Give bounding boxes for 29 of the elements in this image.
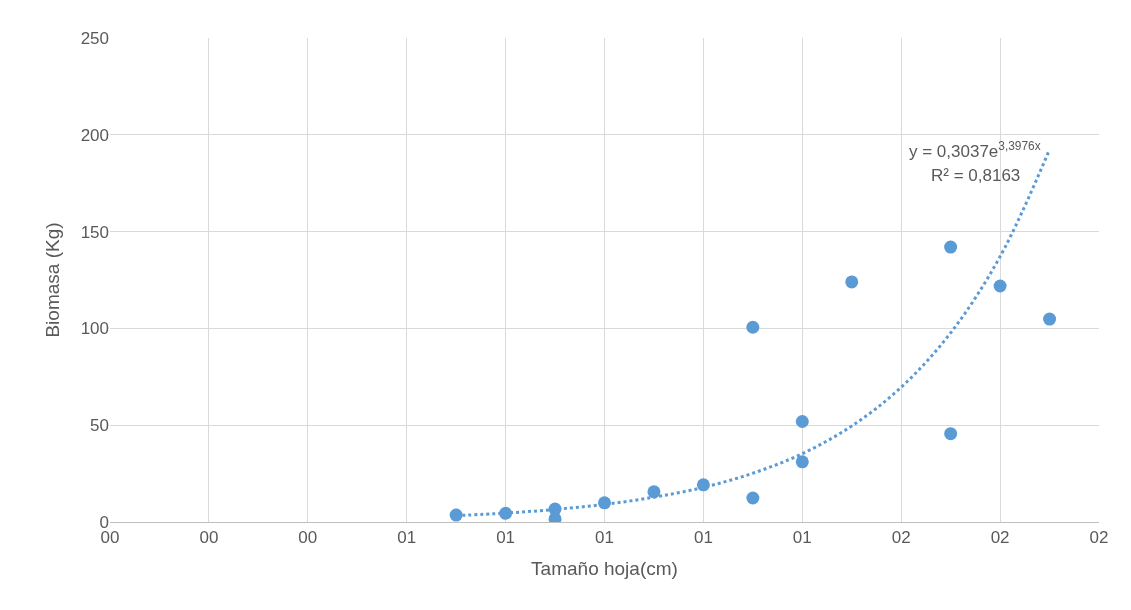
point (993, 279, 1007, 293)
annotation: R² = 0,8163 (931, 166, 1021, 185)
x-tick-label: 01 (496, 528, 516, 548)
y-tick-label: 50 (90, 416, 109, 436)
point (795, 415, 809, 429)
x-tick-label: 01 (397, 528, 417, 548)
y-tick-label: 100 (80, 319, 109, 339)
x-axis-title: Tamaño hoja(cm) (531, 558, 678, 580)
point (845, 275, 859, 289)
point (1043, 312, 1057, 326)
x-tick-label: 02 (1089, 528, 1109, 548)
x-tick-label: 01 (595, 528, 614, 548)
y-tick-label: 200 (80, 125, 109, 145)
point (944, 240, 958, 254)
point (795, 455, 809, 469)
point (944, 427, 958, 441)
point (746, 320, 760, 334)
point (647, 485, 661, 499)
x-tick-label: 00 (298, 528, 318, 548)
x-tick-label: 01 (693, 528, 713, 548)
x-tick-label: 00 (199, 528, 219, 548)
x-tick-label: 02 (891, 528, 911, 548)
y-axis-title: Biomasa (Kg) (42, 222, 64, 338)
x-tick-label: 02 (990, 528, 1010, 548)
annotation: y = 0,3037e$^{3,3976x}$ (909, 139, 1041, 162)
y-tick-label: 250 (80, 28, 109, 48)
x-tick-label: 01 (792, 528, 812, 548)
point (746, 491, 760, 505)
y-tick-label: 150 (80, 222, 109, 242)
